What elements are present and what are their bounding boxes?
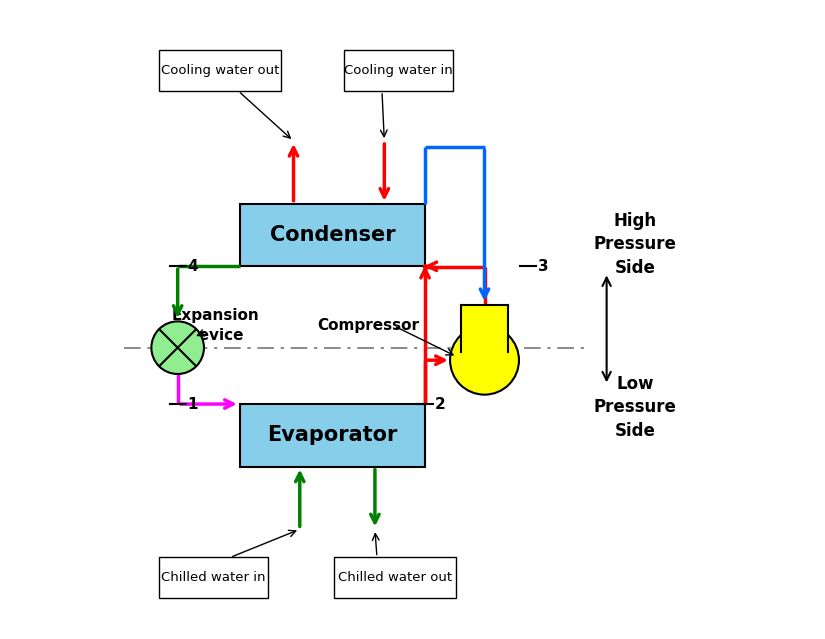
Text: Cooling water out: Cooling water out bbox=[161, 64, 279, 77]
Text: Condenser: Condenser bbox=[270, 225, 395, 245]
Bar bbox=[240, 204, 425, 266]
Circle shape bbox=[151, 321, 204, 374]
Text: High
Pressure
Side: High Pressure Side bbox=[593, 212, 676, 277]
Text: 2: 2 bbox=[435, 397, 446, 412]
Circle shape bbox=[450, 326, 519, 395]
Text: Evaporator: Evaporator bbox=[267, 426, 398, 445]
Text: Cooling water in: Cooling water in bbox=[344, 64, 453, 77]
Bar bbox=[460, 305, 508, 351]
Text: 1: 1 bbox=[187, 397, 198, 412]
Text: Expansion
Device: Expansion Device bbox=[172, 309, 259, 343]
Text: Chilled water out: Chilled water out bbox=[338, 571, 452, 584]
Text: 3: 3 bbox=[539, 259, 549, 273]
Bar bbox=[334, 557, 456, 598]
Text: Compressor: Compressor bbox=[318, 318, 420, 334]
Bar bbox=[159, 557, 268, 598]
Bar bbox=[344, 50, 453, 91]
Text: Low
Pressure
Side: Low Pressure Side bbox=[593, 374, 676, 440]
Bar bbox=[159, 50, 281, 91]
Bar bbox=[240, 404, 425, 466]
Text: 4: 4 bbox=[187, 259, 198, 273]
Text: Chilled water in: Chilled water in bbox=[162, 571, 266, 584]
